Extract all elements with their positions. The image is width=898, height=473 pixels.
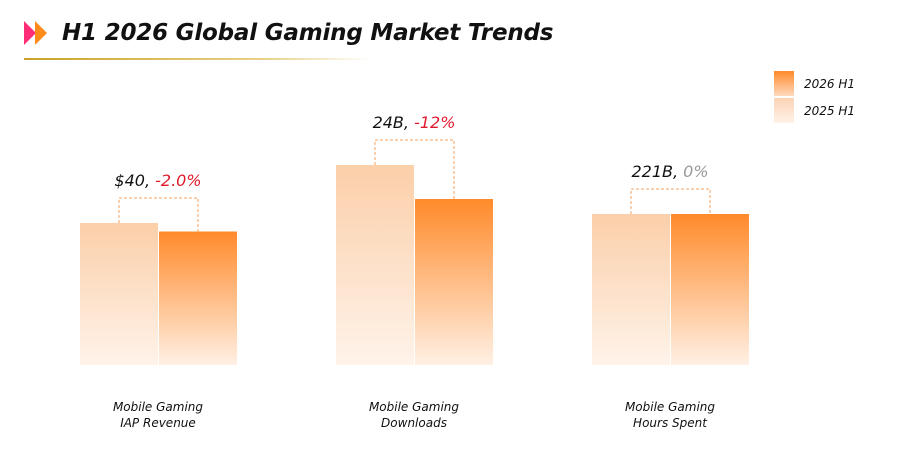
value-change: -2.0% (155, 171, 201, 190)
bar-2026 (671, 214, 749, 365)
legend-swatch-2026 (774, 71, 794, 96)
category-label-line1: Mobile Gaming (625, 400, 715, 414)
bar-group-2: 24B, -12% Mobile Gaming Downloads (336, 113, 493, 430)
category-label-line2: IAP Revenue (120, 416, 196, 430)
value-change: -12% (414, 113, 455, 132)
legend-item-2025: 2025 H1 (774, 97, 855, 124)
value-label: 221B, 0% (631, 162, 708, 181)
value-label: $40, -2.0% (114, 171, 201, 190)
title-divider (24, 58, 370, 60)
legend-label-2025: 2025 H1 (804, 103, 856, 118)
change-bracket (374, 139, 455, 199)
category-label-line1: Mobile Gaming (369, 400, 459, 414)
value-change: 0% (683, 162, 708, 181)
chart-legend: 2026 H1 2025 H1 (774, 70, 855, 124)
legend-item-2026: 2026 H1 (774, 70, 855, 97)
value-amount: 24B (373, 113, 404, 132)
bar-2025 (592, 214, 670, 365)
category-label-line2: Hours Spent (633, 416, 708, 430)
category-label-line2: Downloads (381, 416, 447, 430)
value-amount: 221B (631, 162, 673, 181)
category-label-line1: Mobile Gaming (113, 400, 203, 414)
bar-group-3: 221B, 0% Mobile Gaming Hours Spent (592, 162, 749, 430)
change-bracket (630, 188, 711, 214)
legend-swatch-2025 (774, 98, 794, 123)
bar-group-1: $40, -2.0% Mobile Gaming IAP Revenue (80, 171, 237, 430)
brand-logo-icon (24, 21, 47, 45)
bar-2026 (415, 199, 493, 365)
bar-2025 (336, 165, 414, 365)
legend-label-2026: 2026 H1 (804, 76, 856, 91)
bar-2026 (159, 231, 237, 365)
page-title: H1 2026 Global Gaming Market Trends (62, 20, 554, 46)
value-amount: $40 (114, 171, 145, 190)
bar-2025 (80, 223, 158, 365)
value-label: 24B, -12% (373, 113, 456, 132)
change-bracket (118, 197, 199, 232)
